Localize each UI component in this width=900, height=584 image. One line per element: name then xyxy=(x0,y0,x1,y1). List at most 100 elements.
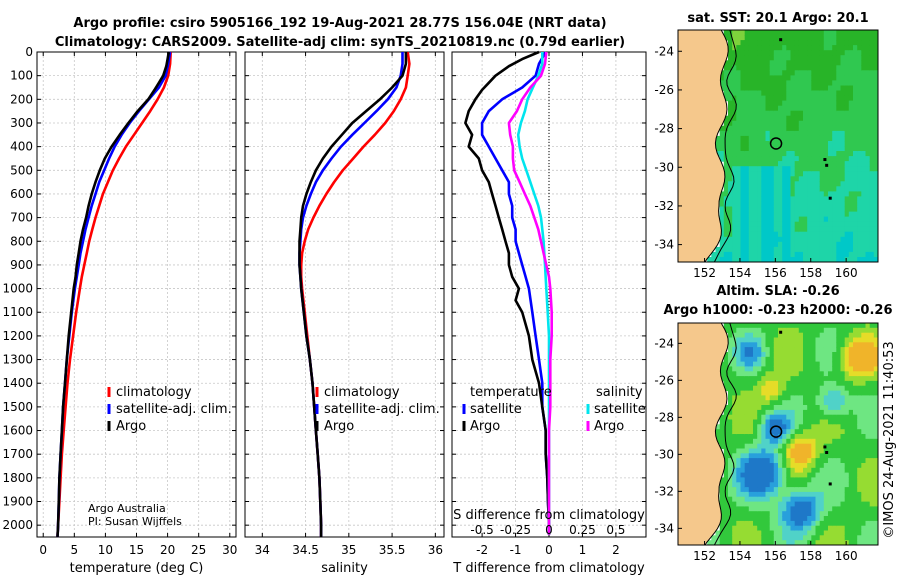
map-cell xyxy=(786,257,792,262)
map-cell xyxy=(732,438,737,445)
map-cell xyxy=(732,342,737,348)
map-cell xyxy=(836,520,842,527)
map-cell xyxy=(828,419,833,425)
map-cell xyxy=(840,201,846,208)
map-cell xyxy=(803,181,808,187)
map-cell xyxy=(811,540,817,545)
map-cell xyxy=(819,70,825,76)
map-cell xyxy=(778,100,783,107)
map-cell xyxy=(815,176,821,182)
map-cell xyxy=(823,491,829,498)
map-cell xyxy=(836,525,842,532)
map-cell xyxy=(757,356,762,363)
map-cell xyxy=(832,45,837,51)
map-cell xyxy=(778,45,783,51)
sla-map-title-1: Altim. SLA: -0.26 xyxy=(716,284,839,299)
map-cell xyxy=(873,156,878,162)
map-cell xyxy=(828,467,833,474)
map-cell xyxy=(753,337,758,343)
map-cell xyxy=(740,206,746,213)
y-tick-label: 1600 xyxy=(2,424,33,438)
map-cell xyxy=(823,45,829,51)
map-cell xyxy=(723,161,729,167)
map-cell xyxy=(769,65,775,71)
map-cell xyxy=(873,206,878,213)
map-cell xyxy=(736,361,742,367)
map-cell xyxy=(740,161,746,167)
map-cell xyxy=(836,366,842,372)
map-cell xyxy=(748,511,754,517)
map-cell xyxy=(757,156,762,162)
map-cell xyxy=(748,520,754,527)
map-cell xyxy=(782,30,787,36)
map-cell xyxy=(844,535,850,541)
map-cell xyxy=(728,419,733,425)
map-cell xyxy=(719,540,725,545)
map-cell xyxy=(715,434,721,440)
map-cell xyxy=(865,371,871,377)
map-cell xyxy=(828,201,833,208)
map-cell xyxy=(778,236,783,243)
map-cell xyxy=(853,141,858,147)
map-cell xyxy=(798,520,804,527)
map-cell xyxy=(823,65,829,71)
map-cell xyxy=(765,40,771,46)
map-cell xyxy=(861,448,867,454)
map-cell xyxy=(798,100,804,107)
map-cell xyxy=(844,90,850,97)
map-cell xyxy=(748,337,754,343)
map-cell xyxy=(778,337,783,343)
map-cell xyxy=(811,405,817,411)
map-cell xyxy=(753,206,758,213)
map-cell xyxy=(857,115,862,122)
map-cell xyxy=(794,516,800,522)
map-cell xyxy=(769,40,775,46)
map-cell xyxy=(869,535,875,541)
map-cell xyxy=(873,80,878,86)
map-cell xyxy=(757,115,762,122)
map-cell xyxy=(736,65,742,71)
map-cell xyxy=(744,506,750,512)
map-cell xyxy=(869,186,875,192)
x-tick-label: 25 xyxy=(191,543,206,557)
map-cell xyxy=(769,395,775,401)
map-cell xyxy=(844,376,850,382)
map-cell xyxy=(832,448,837,454)
map-cell xyxy=(732,463,737,469)
map-cell xyxy=(811,347,817,353)
map-cell xyxy=(857,472,862,478)
map-cell xyxy=(711,540,717,545)
map-cell xyxy=(744,95,750,102)
map-cell xyxy=(865,467,871,474)
map-cell xyxy=(790,125,796,132)
map-cell xyxy=(761,496,767,503)
map-cell xyxy=(794,40,800,46)
map-cell xyxy=(823,323,829,329)
map-cell xyxy=(757,186,762,192)
map-cell xyxy=(848,110,854,117)
map-cell xyxy=(828,65,833,71)
map-cell xyxy=(811,376,817,382)
map-cell xyxy=(728,366,733,372)
map-cell xyxy=(732,80,737,86)
map-cell xyxy=(778,424,783,430)
map-cell xyxy=(778,105,783,112)
map-cell xyxy=(811,115,817,122)
map-cell xyxy=(719,424,725,430)
map-cell xyxy=(736,156,742,162)
map-cell xyxy=(807,405,812,411)
map-cell xyxy=(736,191,742,197)
map-cell xyxy=(853,50,858,56)
map-cell xyxy=(803,85,808,92)
map-cell xyxy=(740,352,746,358)
map-cell xyxy=(723,166,729,172)
map-cell xyxy=(869,221,875,228)
map-cell xyxy=(815,409,821,416)
map-cell xyxy=(865,405,871,411)
map-cell xyxy=(728,65,733,71)
map-cell xyxy=(819,201,825,208)
map-cell xyxy=(769,337,775,343)
map-cell xyxy=(748,251,754,258)
map-cell xyxy=(728,161,733,167)
map-cell xyxy=(794,496,800,503)
